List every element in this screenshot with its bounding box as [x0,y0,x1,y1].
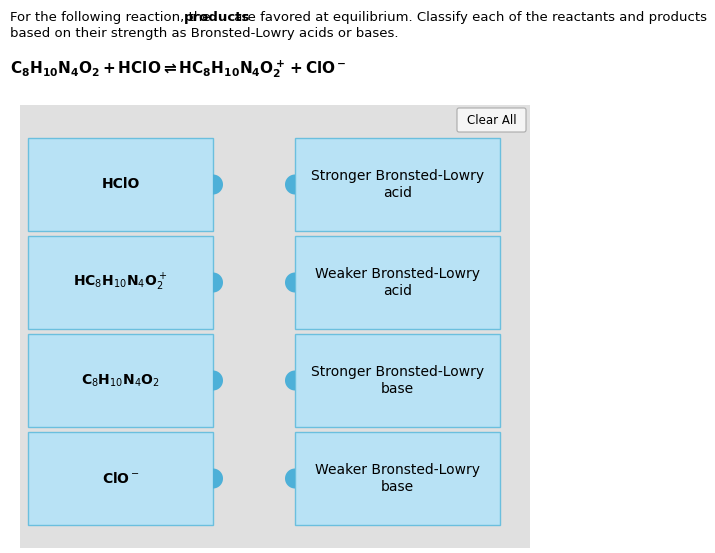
Polygon shape [213,468,223,488]
Bar [295,236,500,329]
Polygon shape [285,273,295,293]
Text: Weaker Bronsted-Lowry
base: Weaker Bronsted-Lowry base [315,463,480,494]
Text: C$_8$H$_{10}$N$_4$O$_2$: C$_8$H$_{10}$N$_4$O$_2$ [81,372,160,389]
Text: are favored at equilibrium. Classify each of the reactants and products: are favored at equilibrium. Classify eac… [230,11,707,24]
Polygon shape [285,175,295,195]
Text: Stronger Bronsted-Lowry
base: Stronger Bronsted-Lowry base [311,366,484,395]
Bar [28,138,213,231]
Polygon shape [285,371,295,390]
Text: Clear All: Clear All [467,113,516,127]
Text: Weaker Bronsted-Lowry
acid: Weaker Bronsted-Lowry acid [315,268,480,298]
Text: products: products [184,11,250,24]
Text: ClO$^-$: ClO$^-$ [102,471,139,486]
Bar [295,432,500,525]
Text: $\mathbf{C_8H_{10}N_4O_2 + HClO \rightleftharpoons HC_8H_{10}N_4O_2^+ + ClO^-}$: $\mathbf{C_8H_{10}N_4O_2 + HClO \rightle… [10,58,347,80]
FancyBboxPatch shape [457,108,526,132]
Polygon shape [213,175,223,195]
Text: HC$_8$H$_{10}$N$_4$O$_2^+$: HC$_8$H$_{10}$N$_4$O$_2^+$ [74,272,167,293]
Text: based on their strength as Bronsted-Lowry acids or bases.: based on their strength as Bronsted-Lowr… [10,27,398,40]
Polygon shape [213,273,223,293]
Polygon shape [285,468,295,488]
Text: HClO: HClO [102,178,139,191]
Bar [28,334,213,427]
Text: For the following reaction, the: For the following reaction, the [10,11,214,24]
Bar [295,334,500,427]
Text: Stronger Bronsted-Lowry
acid: Stronger Bronsted-Lowry acid [311,169,484,200]
Bar [20,105,530,548]
Bar [28,432,213,525]
Bar [295,138,500,231]
Polygon shape [213,371,223,390]
Bar [28,236,213,329]
